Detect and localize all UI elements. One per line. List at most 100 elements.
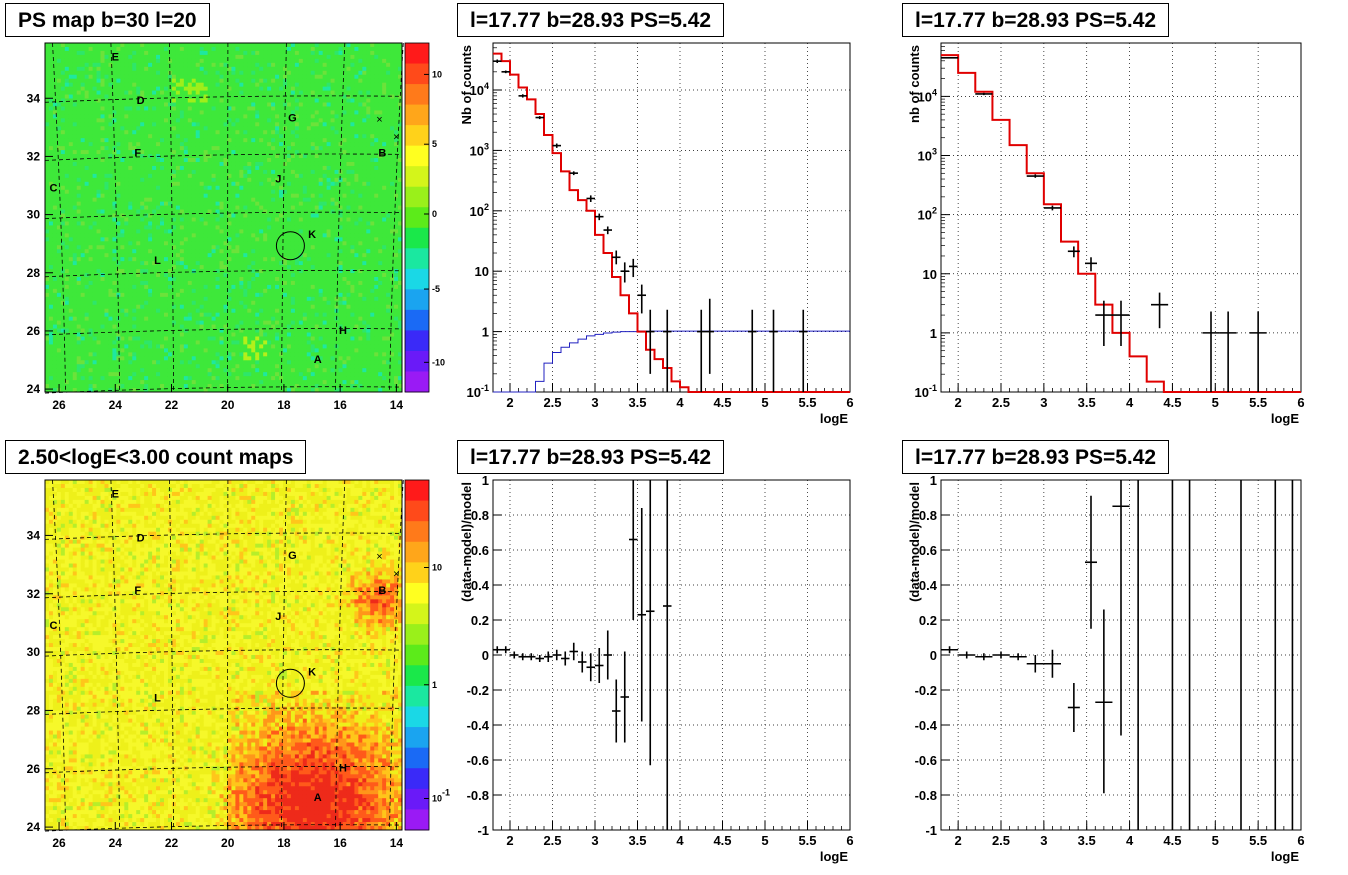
map2-ytick: 28 <box>27 703 41 717</box>
res2-ytick-label: -0.4 <box>915 718 938 733</box>
spec1-ytick-label: 10 <box>475 264 489 279</box>
res1-ytick-label: 0.6 <box>471 543 489 558</box>
map2-xtick: 24 <box>109 836 123 850</box>
spec2-ytick-label: 104 <box>918 87 937 104</box>
spec2-data-point <box>1067 246 1080 258</box>
res1-data-point <box>595 648 604 683</box>
map2-source-label: G <box>288 550 297 562</box>
res2-ytick-label: -1 <box>925 823 937 838</box>
res2-xtick-label: 5.5 <box>1249 833 1267 848</box>
res1-data-point <box>620 651 629 743</box>
map2-title: 2.50<logE<3.00 count maps <box>5 440 307 474</box>
spec1-data-point <box>493 59 502 63</box>
spec1-data-point <box>501 70 510 74</box>
map1-colorbar <box>404 42 430 393</box>
map2-colorbar-tick: 1 <box>432 680 437 690</box>
map2-source-label: H <box>339 763 347 775</box>
spec1-xlabel: logE <box>820 411 848 426</box>
spec1-data-point <box>620 262 629 283</box>
res2-xtick-label: 2.5 <box>992 833 1010 848</box>
spec1-data-point <box>569 171 578 176</box>
spec1-data-point <box>663 309 672 392</box>
res1-data-point <box>527 653 536 661</box>
res2-ytick-label: 0.2 <box>919 613 937 628</box>
res1-title: l=17.77 b=28.93 PS=5.42 <box>457 440 725 474</box>
res1-xtick-label: 5.5 <box>798 833 816 848</box>
res2-data-point <box>1095 609 1113 794</box>
res2-data-point <box>1085 495 1097 629</box>
spec1-xtick-label: 3.5 <box>628 395 646 410</box>
spec1-background-line <box>493 330 850 393</box>
res1-data-point <box>569 642 578 661</box>
res1-xtick-label: 3 <box>591 833 598 848</box>
spec1-plot <box>493 42 850 393</box>
map2-source-label: D <box>137 532 145 544</box>
spec1-data-point <box>518 94 527 98</box>
map1-xtick: 18 <box>277 398 291 412</box>
spec2-ytick-label: 103 <box>918 147 937 164</box>
spec2-title: l=17.77 b=28.93 PS=5.42 <box>902 3 1170 37</box>
map1-frame <box>44 42 403 393</box>
res1-data-point <box>629 480 638 620</box>
map1-xtick: 14 <box>390 398 404 412</box>
map1-plot: A B C D E F G H J K L × × <box>44 42 430 394</box>
res1-grid <box>493 479 851 831</box>
res1-data-point <box>552 649 561 661</box>
res2-ytick-label: 1 <box>930 473 937 488</box>
res1-xtick-label: 2.5 <box>543 833 561 848</box>
res1-ytick-label: 0.2 <box>471 613 489 628</box>
map2-graticule <box>44 479 404 832</box>
spec2-ytick-label: 102 <box>918 206 937 223</box>
spec1-data-point <box>769 309 778 392</box>
res1-ylabel: (data-model)/model <box>459 482 474 602</box>
spec2-xtick-label: 5 <box>1212 395 1219 410</box>
map2-source-label: B <box>378 585 386 597</box>
map2-source-label: E <box>112 489 119 501</box>
res1-xtick-label: 4 <box>676 833 684 848</box>
spec1-data-point <box>629 258 638 278</box>
res2-xtick-label: 4.5 <box>1163 833 1181 848</box>
res1-xtick-label: 5 <box>761 833 768 848</box>
spec2-xtick-label: 3 <box>1040 395 1047 410</box>
spec2-xtick-label: 2 <box>955 395 962 410</box>
res1-xtick-label: 4.5 <box>713 833 731 848</box>
res1-data-point <box>612 679 621 743</box>
map1-ytick: 32 <box>27 149 41 163</box>
res1-ytick-label: 0.4 <box>471 578 490 593</box>
res2-xtick-label: 2 <box>955 833 962 848</box>
spec1-xtick-label: 2 <box>506 395 513 410</box>
spec2-ytick-label: 10-1 <box>915 383 937 400</box>
map1-xtick: 20 <box>221 398 235 412</box>
map2-colorbar-tick: 10 <box>432 563 442 573</box>
res1-ytick-label: -0.6 <box>467 753 489 768</box>
spec2-data-point <box>1219 311 1237 392</box>
map2-source-label: C <box>49 620 57 632</box>
res1-ytick-label: -0.4 <box>467 718 490 733</box>
spec1-xtick-label: 6 <box>846 395 853 410</box>
res1-data-point <box>561 651 570 666</box>
map1-ytick: 28 <box>27 266 41 280</box>
map2-xtick: 14 <box>390 836 404 850</box>
spec1-data-point <box>646 309 655 374</box>
spec1-data-point <box>603 226 612 235</box>
res1-xlabel: logE <box>820 849 848 864</box>
map2-ytick: 30 <box>27 645 41 659</box>
res1-ytick-label: -1 <box>477 823 489 838</box>
res1-data-point <box>510 651 519 659</box>
map1-source-label: J <box>275 174 281 186</box>
res1-plot: -1 -0.8 -0.6 -0.4 -0.2 0 0.2 0.4 0.6 0.8 1 <box>467 473 672 838</box>
spec2-data-point <box>941 56 959 59</box>
spec2-xtick-label: 2.5 <box>992 395 1010 410</box>
map2-source-label: J <box>275 611 281 623</box>
spec1-data-point <box>748 309 757 392</box>
spec1-model-line <box>493 52 850 393</box>
map1-xtick: 24 <box>109 398 123 412</box>
res2-ytick-label: -0.8 <box>915 788 937 803</box>
map1-colorbar-tick: -10 <box>432 357 445 367</box>
res1-data-point <box>535 655 544 662</box>
map1-colorbar-tick: -5 <box>432 284 440 294</box>
res1-data-point <box>518 653 527 661</box>
map1-xtick: 16 <box>333 398 347 412</box>
